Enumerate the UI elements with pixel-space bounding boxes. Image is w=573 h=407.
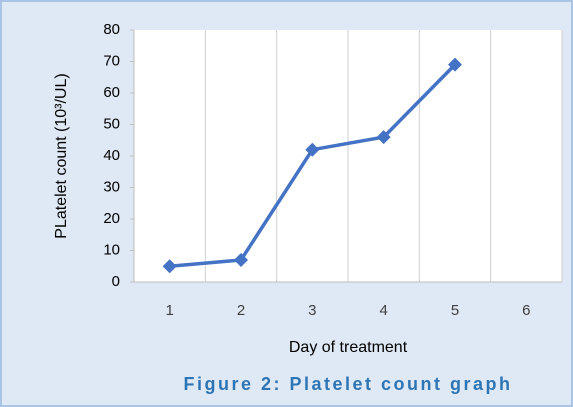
y-tick-label: 0 — [112, 273, 120, 290]
y-axis-label: PLatelet count (10³/UL) — [53, 73, 70, 238]
y-tick-label: 30 — [103, 178, 120, 195]
y-tick-label: 40 — [103, 147, 120, 164]
marker — [376, 130, 391, 145]
x-tick-label: 1 — [165, 302, 173, 319]
marker — [448, 57, 462, 72]
marker — [234, 252, 248, 267]
y-tick-label: 60 — [103, 84, 120, 101]
caption: Figure 2: Platelet count graph — [183, 374, 512, 394]
marker — [305, 142, 320, 157]
x-tick-label: 5 — [451, 302, 459, 319]
x-tick-label: 2 — [237, 302, 245, 319]
y-tick-label: 10 — [103, 241, 120, 258]
x-axis-label: Day of treatment — [289, 339, 408, 356]
y-tick-label: 70 — [103, 52, 120, 69]
x-tick-label: 4 — [379, 302, 387, 319]
x-tick-label: 3 — [308, 302, 316, 319]
marker — [162, 259, 177, 274]
x-tick-label: 6 — [522, 302, 530, 319]
y-tick-label: 50 — [103, 115, 120, 132]
y-tick-label: 20 — [103, 210, 120, 227]
y-tick-label: 80 — [103, 21, 120, 38]
